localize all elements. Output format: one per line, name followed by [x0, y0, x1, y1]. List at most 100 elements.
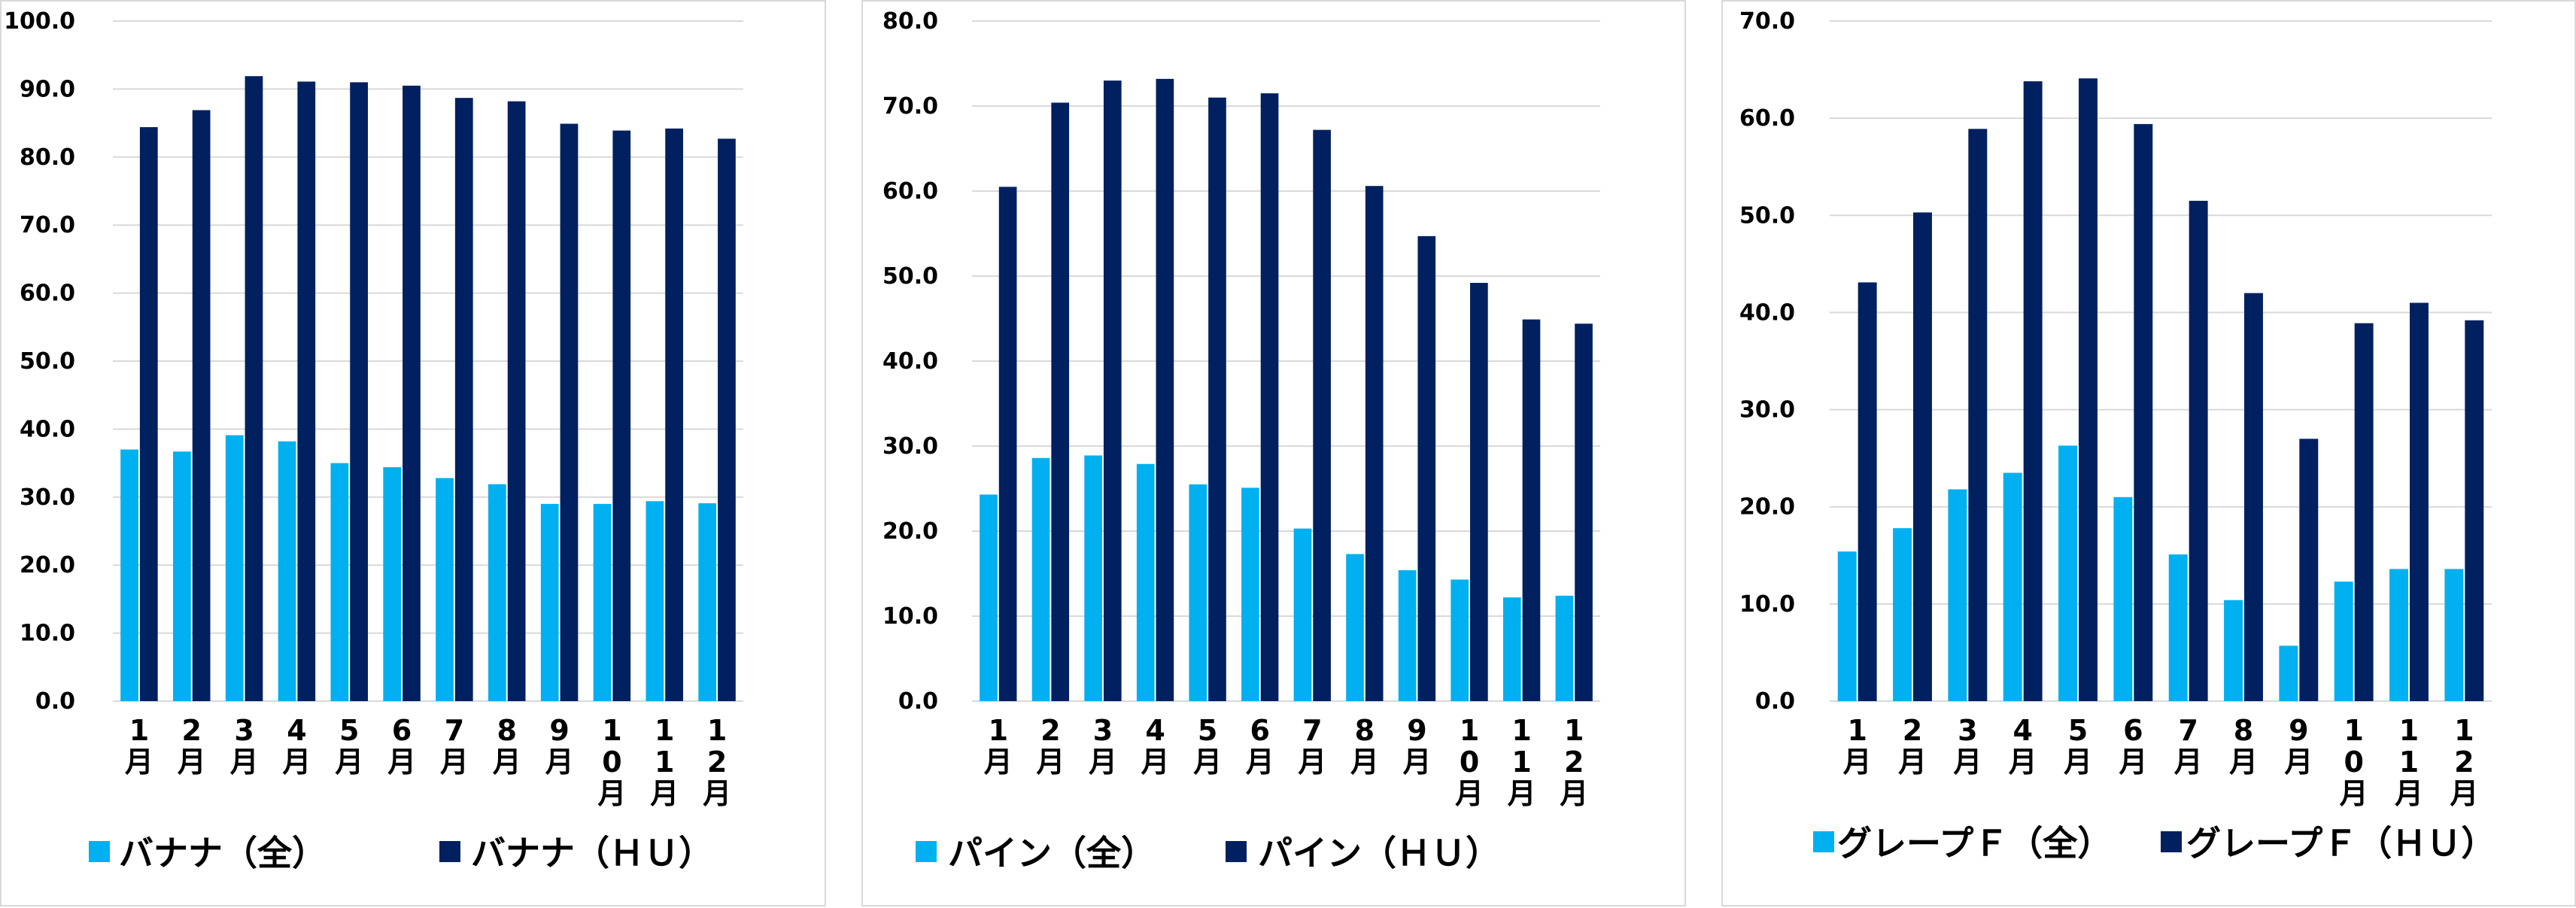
bar-all — [278, 441, 296, 701]
bar-all — [2113, 497, 2133, 701]
bar-hu — [2299, 439, 2319, 701]
bar-hu — [1156, 78, 1174, 702]
y-tick-label: 30.0 — [1739, 397, 1795, 424]
y-tick-label: 60.0 — [882, 178, 938, 205]
legend-swatch — [916, 841, 937, 862]
y-tick-label: 90.0 — [20, 76, 75, 102]
bar-all — [540, 503, 559, 701]
bar-hu — [2023, 81, 2043, 701]
bar-hu — [1365, 186, 1384, 702]
legend-swatch — [1226, 841, 1247, 862]
chart-pine: 0.0 10.0 20.0 30.0 40.0 50.0 60.0 70.0 80.0 1 月 2 月 3… — [882, 8, 1600, 873]
y-tick-label: 0.0 — [898, 688, 938, 715]
bar-all — [2334, 582, 2353, 701]
y-tick-label: 70.0 — [1739, 8, 1795, 35]
bar-all — [593, 503, 612, 701]
bar-hu — [665, 128, 683, 701]
bar-hu — [350, 82, 368, 702]
y-tick-label: 80.0 — [20, 144, 75, 171]
legend-label: バナナ（全） — [119, 833, 327, 873]
bar-all — [1451, 579, 1469, 701]
bar-hu — [507, 101, 526, 701]
bar-hu — [1858, 282, 1877, 701]
bar-hu — [612, 130, 631, 701]
bar-hu — [139, 127, 158, 702]
bar-hu — [2465, 320, 2484, 701]
bar-all — [1136, 463, 1155, 701]
bar-hu — [1470, 283, 1488, 701]
bar-all — [2389, 569, 2408, 701]
y-tick-label: 80.0 — [882, 8, 938, 35]
y-tick-label: 60.0 — [1739, 105, 1795, 132]
bar-hu — [454, 98, 473, 702]
bar-hu — [560, 123, 579, 701]
bar-hu — [1522, 319, 1541, 701]
bar-all — [436, 478, 454, 701]
legend-swatch — [89, 841, 110, 862]
y-tick-label: 30.0 — [20, 484, 75, 511]
bar-all — [173, 451, 191, 701]
bar-all — [646, 501, 664, 701]
y-tick-label: 70.0 — [882, 93, 938, 120]
y-tick-label: 50.0 — [882, 263, 938, 290]
y-tick-label: 60.0 — [20, 281, 75, 307]
bar-all — [225, 435, 244, 701]
bar-hu — [1417, 235, 1436, 701]
bar-all — [1346, 554, 1364, 701]
chart-panel-grapefruit: 0.0 10.0 20.0 30.0 40.0 50.0 60.0 70.0 1 月 2 月 3 月 4 月 5… — [1721, 0, 2576, 906]
bar-all — [2224, 600, 2243, 701]
y-tick-label: 50.0 — [1739, 202, 1795, 229]
bar-hu — [998, 187, 1017, 702]
chart-panel-pine: 0.0 10.0 20.0 30.0 40.0 50.0 60.0 70.0 80.0 1 月 2 月 3… — [861, 0, 1686, 906]
bar-all — [1398, 569, 1417, 701]
bar-all — [1948, 489, 1967, 701]
bar-all — [1502, 597, 1521, 701]
bar-all — [488, 484, 506, 701]
bar-hu — [2410, 302, 2429, 701]
y-tick-label: 100.0 — [4, 8, 75, 35]
bar-all — [1241, 487, 1259, 701]
bar-hu — [2189, 200, 2208, 701]
bar-all — [1189, 484, 1208, 701]
bar-all — [1893, 528, 1912, 701]
bar-all — [1084, 455, 1102, 701]
bar-hu — [245, 76, 263, 701]
chart-panel-banana: 0.0 10.0 20.0 30.0 40.0 50.0 60.0 70.0 80.0 90.0 1… — [0, 0, 826, 906]
y-tick-label: 10.0 — [882, 603, 938, 630]
bar-hu — [192, 110, 211, 701]
bar-hu — [1051, 102, 1070, 702]
bar-hu — [2134, 123, 2153, 702]
bar-all — [980, 494, 998, 701]
bar-hu — [1260, 93, 1279, 702]
bar-all — [120, 449, 138, 701]
legend-swatch — [1813, 831, 1834, 852]
y-tick-label: 30.0 — [882, 433, 938, 460]
bar-all — [1031, 457, 1050, 701]
y-tick-label: 0.0 — [35, 688, 75, 715]
chart-banana: 0.0 10.0 20.0 30.0 40.0 50.0 60.0 70.0 80.0 90.0 1… — [4, 8, 743, 873]
